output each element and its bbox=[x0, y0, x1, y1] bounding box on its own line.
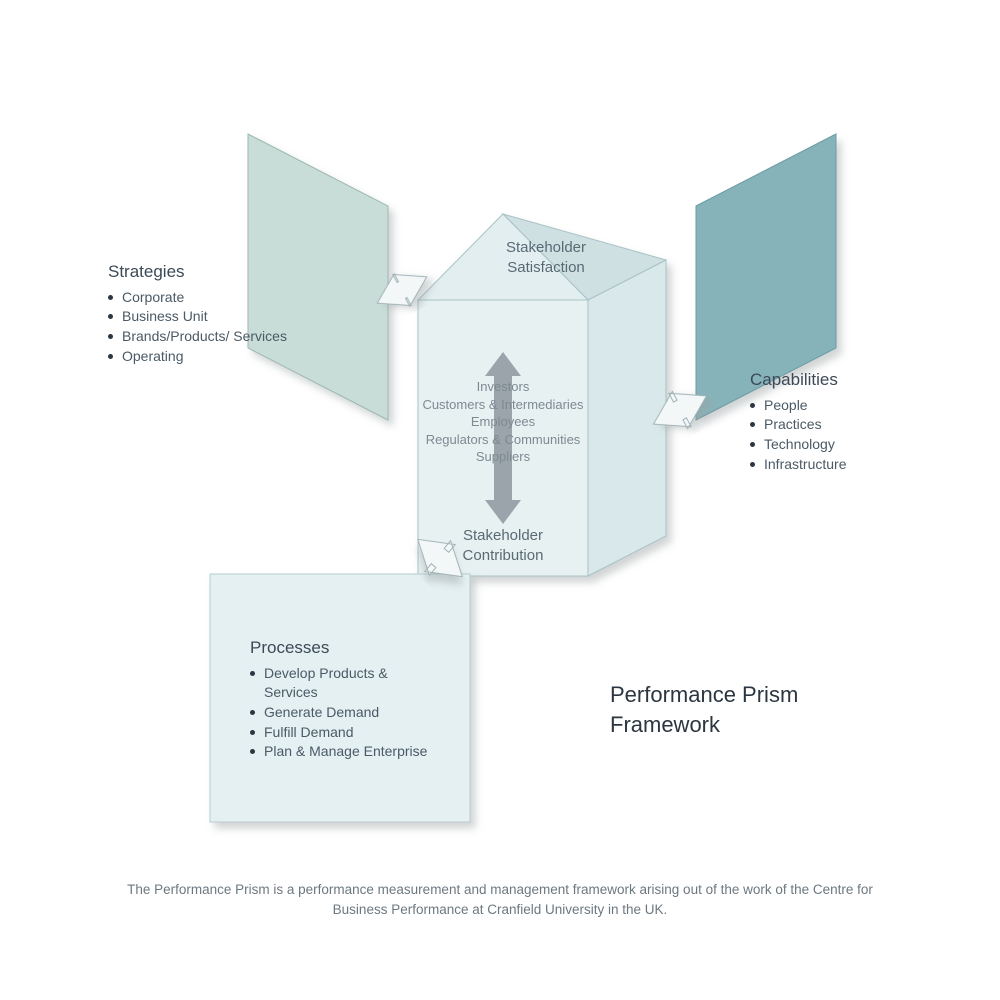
list-item: Generate Demand bbox=[250, 703, 440, 723]
processes-label: Processes Develop Products & ServicesGen… bbox=[250, 636, 440, 762]
stakeholders-list: InvestorsCustomers & IntermediariesEmplo… bbox=[398, 378, 608, 466]
stakeholder-contribution-label: StakeholderContribution bbox=[418, 526, 588, 567]
capabilities-list: PeoplePracticesTechnologyInfrastructure bbox=[750, 396, 846, 474]
prism-diagram bbox=[0, 0, 1000, 1000]
list-item: Business Unit bbox=[108, 307, 287, 327]
capabilities-label: Capabilities PeoplePracticesTechnologyIn… bbox=[750, 368, 846, 474]
strategies-label: Strategies CorporateBusiness UnitBrands/… bbox=[108, 260, 287, 366]
list-item: Infrastructure bbox=[750, 455, 846, 475]
list-item: Plan & Manage Enterprise bbox=[250, 742, 440, 762]
diagram-description: The Performance Prism is a performance m… bbox=[110, 880, 890, 921]
list-item: Operating bbox=[108, 347, 287, 367]
list-item: Practices bbox=[750, 415, 846, 435]
list-item: Brands/Products/ Services bbox=[108, 327, 287, 347]
list-item: People bbox=[750, 396, 846, 416]
strategies-heading: Strategies bbox=[108, 260, 287, 284]
stakeholder-satisfaction-label: StakeholderSatisfaction bbox=[461, 238, 631, 279]
list-item: Fulfill Demand bbox=[250, 723, 440, 743]
processes-heading: Processes bbox=[250, 636, 440, 660]
list-item: Develop Products & Services bbox=[250, 664, 440, 703]
list-item: Corporate bbox=[108, 288, 287, 308]
strategies-list: CorporateBusiness UnitBrands/Products/ S… bbox=[108, 288, 287, 366]
diagram-title: Performance PrismFramework bbox=[610, 680, 798, 739]
capabilities-heading: Capabilities bbox=[750, 368, 846, 392]
list-item: Technology bbox=[750, 435, 846, 455]
processes-list: Develop Products & ServicesGenerate Dema… bbox=[250, 664, 440, 762]
